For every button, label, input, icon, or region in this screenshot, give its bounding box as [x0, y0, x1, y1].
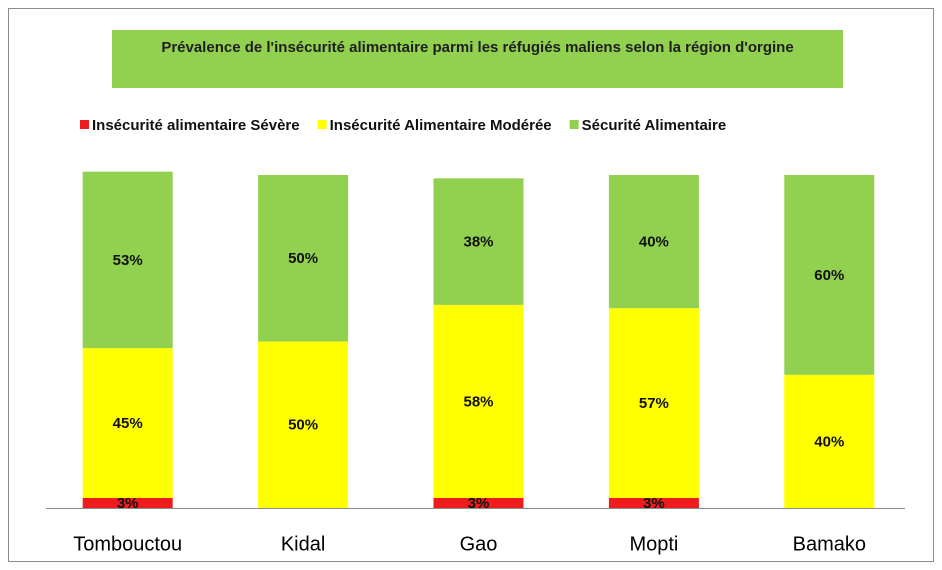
x-tick-label: Gao: [460, 533, 498, 555]
data-label: 38%: [463, 234, 493, 251]
data-label: 60%: [814, 267, 844, 284]
data-label: 57%: [639, 395, 669, 412]
data-label: 40%: [639, 234, 669, 251]
data-label: 45%: [113, 415, 143, 432]
bar-segment: [82, 171, 173, 349]
bar-segment: [784, 374, 875, 508]
data-label: 58%: [463, 393, 493, 410]
bar-segment: [608, 175, 699, 309]
bar-segment: [608, 498, 699, 508]
data-label: 40%: [814, 433, 844, 450]
chart-border: [8, 8, 934, 562]
legend-swatch: [569, 120, 579, 129]
data-label: 50%: [288, 250, 318, 267]
legend-label: Insécurité Alimentaire Modérée: [330, 117, 552, 134]
x-tick-label: Tombouctou: [73, 533, 182, 555]
legend-swatch: [317, 120, 327, 129]
data-label: 50%: [288, 417, 318, 434]
bar-segment: [784, 175, 875, 375]
bar-segment: [82, 348, 173, 499]
data-label: 3%: [117, 495, 139, 512]
bar-segment: [433, 178, 524, 305]
bar-segment: [258, 341, 349, 508]
data-label: 53%: [113, 252, 143, 269]
x-tick-label: Kidal: [281, 533, 325, 555]
x-tick-label: Bamako: [793, 533, 866, 555]
x-tick-label: Mopti: [629, 533, 678, 555]
legend-label: Sécurité Alimentaire: [582, 117, 727, 134]
bar-segment: [433, 498, 524, 508]
legend-swatch: [80, 120, 89, 129]
legend-label: Insécurité alimentaire Sévère: [92, 117, 300, 134]
bar-segment: [433, 304, 524, 499]
bar-segment: [82, 498, 173, 508]
data-label: 3%: [468, 495, 490, 512]
bar-segment: [258, 175, 349, 342]
chart-title: Prévalence de l'insécurité alimentaire p…: [112, 30, 843, 88]
bar-segment: [608, 308, 699, 499]
data-label: 3%: [643, 495, 665, 512]
